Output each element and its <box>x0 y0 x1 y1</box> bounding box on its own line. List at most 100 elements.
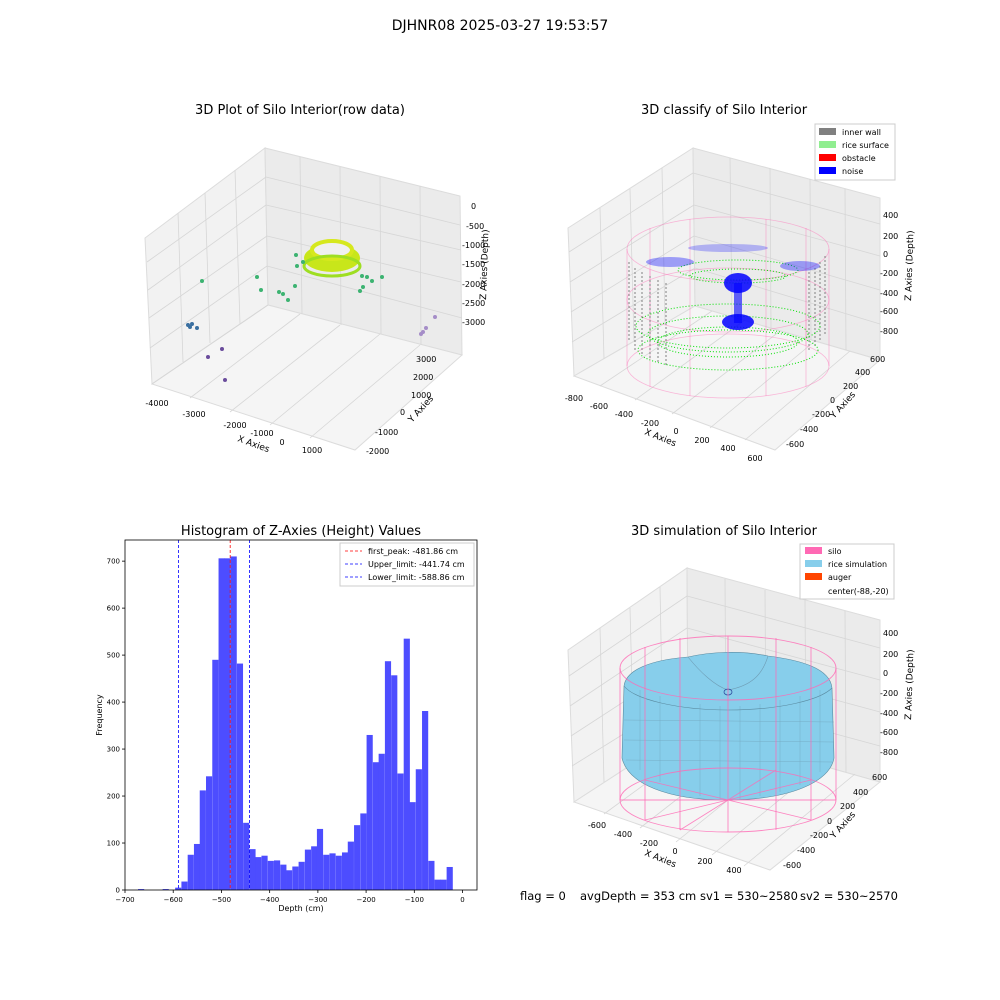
panel1-point <box>358 289 362 293</box>
panel1-pane-left <box>144 147 464 451</box>
panel2-ztick: -800 <box>880 327 898 336</box>
panel1-point <box>295 264 299 268</box>
panel2-xtick: 600 <box>747 454 762 463</box>
histogram-bar <box>415 769 422 890</box>
histogram-bar <box>391 675 398 890</box>
panel1-point <box>186 323 190 327</box>
histogram-xtick-label: −400 <box>260 896 279 904</box>
histogram-bar <box>218 558 225 890</box>
histogram-ytick-label: 500 <box>107 652 120 660</box>
panel2-ztick: -200 <box>880 269 898 278</box>
legend-swatch-rice-simulation <box>805 560 822 567</box>
panel2-xtick: -800 <box>565 394 583 403</box>
panel1-zlabel: Z Axies (Depth) <box>479 229 491 300</box>
panel1-ytick: -1000 <box>375 428 398 437</box>
histogram-bar <box>267 860 274 890</box>
panel2-inner-wall-points <box>628 256 826 367</box>
histogram-bar <box>403 638 410 890</box>
panel2-ytick: 200 <box>843 382 858 391</box>
panel4-xtick: 0 <box>672 847 677 856</box>
panel1-point <box>220 347 224 351</box>
histogram-bar <box>323 854 330 890</box>
panel4-xtick: -200 <box>640 839 658 848</box>
histogram-bar <box>298 861 305 890</box>
panel4-legend: silo rice simulation auger center(-88,-2… <box>799 543 895 600</box>
legend-label: inner wall <box>842 128 881 137</box>
panel1-xtick: -2000 <box>223 421 246 430</box>
legend-swatch-noise <box>819 167 836 174</box>
panel4-xtick: 400 <box>726 866 741 875</box>
histogram-xtick-label: −300 <box>308 896 327 904</box>
panel2-ytick: 600 <box>870 355 885 364</box>
panel1-ytick: -2000 <box>366 447 389 456</box>
legend-label: silo <box>828 547 842 556</box>
panel2-ytick: -400 <box>800 425 818 434</box>
panel1-point <box>195 326 199 330</box>
histogram-reference-lines <box>178 540 250 890</box>
histogram-legend: first_peak: -481.86 cm Upper_limit: -441… <box>339 542 475 587</box>
panel4-3d-plot: silo rice simulation auger center(-88,-2… <box>567 543 916 875</box>
panel2-ytick: -200 <box>812 410 830 419</box>
panel2-ytick: 400 <box>855 368 870 377</box>
panel1-point <box>433 315 437 319</box>
histogram-bar <box>261 855 268 890</box>
panel1-point <box>361 285 365 289</box>
panel2-ytick: -600 <box>786 440 804 449</box>
panel1-point <box>294 253 298 257</box>
panel1-point <box>223 378 227 382</box>
panel2-xtick: -200 <box>641 419 659 428</box>
status-sv1: sv1 = 530~2580 <box>700 889 798 903</box>
histogram-ytick-label: 600 <box>107 605 120 613</box>
histogram-ytick-label: 200 <box>107 793 120 801</box>
panel1-point <box>281 292 285 296</box>
legend-label: Upper_limit: -441.74 cm <box>368 560 465 569</box>
histogram-bar <box>428 860 435 890</box>
histogram-bar <box>397 773 404 890</box>
panel4-ztick: -200 <box>880 689 898 698</box>
histogram-bar <box>181 881 188 890</box>
panel2-xtick: 400 <box>720 444 735 453</box>
panel4-ytick: -400 <box>797 846 815 855</box>
legend-label: rice surface <box>842 141 889 150</box>
histogram-bar <box>212 659 219 890</box>
panel4-silo-wireframe <box>619 635 837 833</box>
histogram-bar <box>292 866 299 890</box>
legend-swatch-rice-surface <box>819 141 836 148</box>
panel1-ring-top <box>310 239 354 261</box>
panel1-ztick: -2500 <box>462 299 485 308</box>
panel1-ring-bottom <box>302 254 362 278</box>
panel1-point <box>380 275 384 279</box>
panel1-point <box>419 332 423 336</box>
panel1-ytick: 0 <box>400 408 405 417</box>
panel1-point <box>293 284 297 288</box>
histogram-xtick-label: 0 <box>460 896 464 904</box>
histogram-bar <box>329 853 336 890</box>
panel1-xtick: 0 <box>279 438 284 447</box>
legend-label: auger <box>828 573 852 582</box>
panel4-ztick: 400 <box>883 629 898 638</box>
histogram-xtick-label: −200 <box>356 896 375 904</box>
histogram-ytick-label: 700 <box>107 558 120 566</box>
panel1-point <box>200 279 204 283</box>
panel1-point <box>360 274 364 278</box>
histogram-bar <box>206 776 213 890</box>
panel4-ytick: 400 <box>853 788 868 797</box>
panel1-data-points <box>186 239 437 382</box>
panel2-noise-points <box>646 244 820 330</box>
panel2-legend: inner wall rice surface obstacle noise <box>814 123 896 181</box>
histogram-ytick-label: 300 <box>107 746 120 754</box>
histogram-bar <box>422 711 429 890</box>
panel2-xtick: -400 <box>615 410 633 419</box>
panel1-3d-plot: -4000 -3000 -2000 -1000 0 1000 -2000 -10… <box>144 147 491 456</box>
histogram-bar <box>193 843 201 890</box>
histogram-frame <box>124 539 478 891</box>
panel1-point <box>301 260 305 264</box>
histogram-xtick-label: −700 <box>115 896 134 904</box>
panel4-ytick: 0 <box>827 817 832 826</box>
panel1-ytick: 3000 <box>416 355 436 364</box>
histogram-bar <box>224 558 231 890</box>
legend-label: noise <box>842 167 863 176</box>
panel1-point <box>277 290 281 294</box>
histogram-bar <box>341 852 349 890</box>
histogram-xlabel: Depth (cm) <box>278 904 323 913</box>
